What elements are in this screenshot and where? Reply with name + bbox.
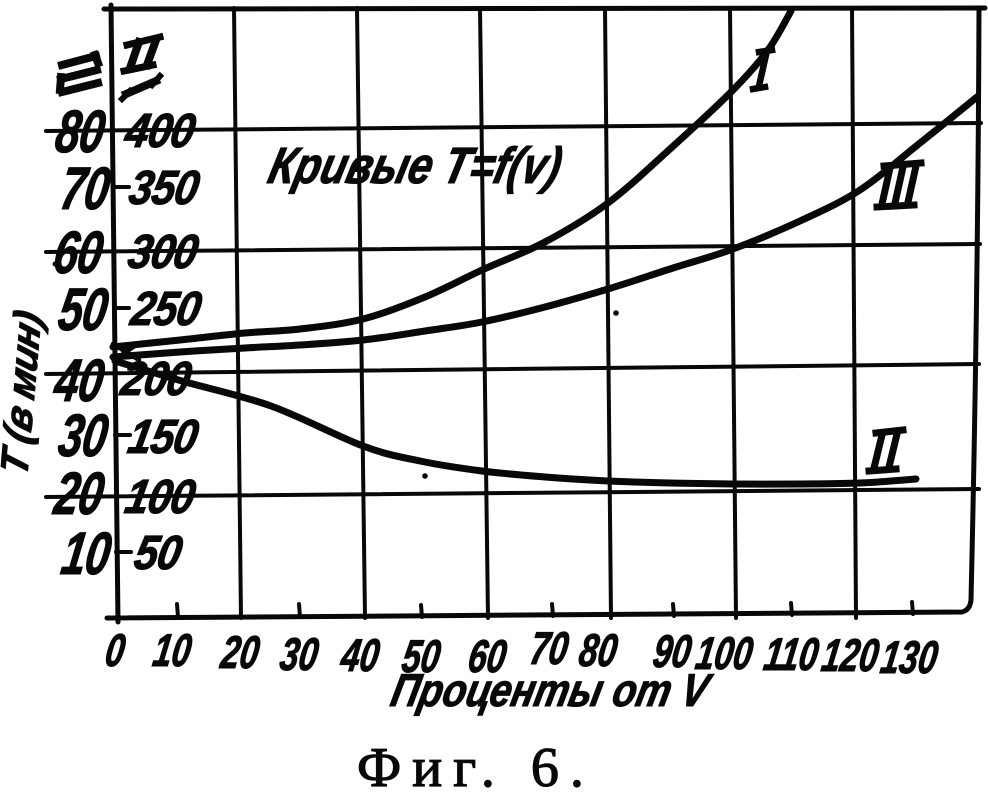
svg-text:200: 200 xyxy=(116,352,195,406)
svg-text:40: 40 xyxy=(49,348,108,415)
svg-text:60: 60 xyxy=(49,220,107,287)
svg-text:10: 10 xyxy=(150,624,196,676)
svg-text:300: 300 xyxy=(124,225,202,279)
svg-text:Кривые Т=f(v): Кривые Т=f(v) xyxy=(263,138,568,195)
svg-text:Проценты от V: Проценты от V xyxy=(387,665,717,716)
svg-text:400: 400 xyxy=(120,104,199,158)
svg-text:60: 60 xyxy=(465,630,511,682)
svg-text:70: 70 xyxy=(527,622,573,674)
svg-text:20: 20 xyxy=(49,461,108,528)
svg-text:50: 50 xyxy=(54,277,112,344)
svg-text:10: 10 xyxy=(57,521,115,588)
svg-text:20: 20 xyxy=(217,626,264,678)
svg-text:120: 120 xyxy=(818,629,882,681)
svg-text:110: 110 xyxy=(761,628,823,680)
svg-text:130: 130 xyxy=(877,631,941,683)
svg-text:80: 80 xyxy=(576,624,622,676)
svg-text:30: 30 xyxy=(277,628,323,680)
svg-text:80: 80 xyxy=(51,99,109,166)
svg-text:50: 50 xyxy=(130,526,186,580)
svg-text:100: 100 xyxy=(692,627,756,679)
svg-text:50: 50 xyxy=(399,630,445,682)
svg-text:90: 90 xyxy=(650,625,696,677)
svg-text:150: 150 xyxy=(124,410,202,464)
svg-text:40: 40 xyxy=(337,629,384,681)
svg-text:100: 100 xyxy=(121,470,199,524)
svg-text:250: 250 xyxy=(126,282,205,336)
svg-text:350: 350 xyxy=(125,161,203,215)
svg-text:70: 70 xyxy=(56,156,114,223)
svg-text:Фиг. 6.: Фиг. 6. xyxy=(357,737,595,794)
svg-text:30: 30 xyxy=(54,403,112,470)
